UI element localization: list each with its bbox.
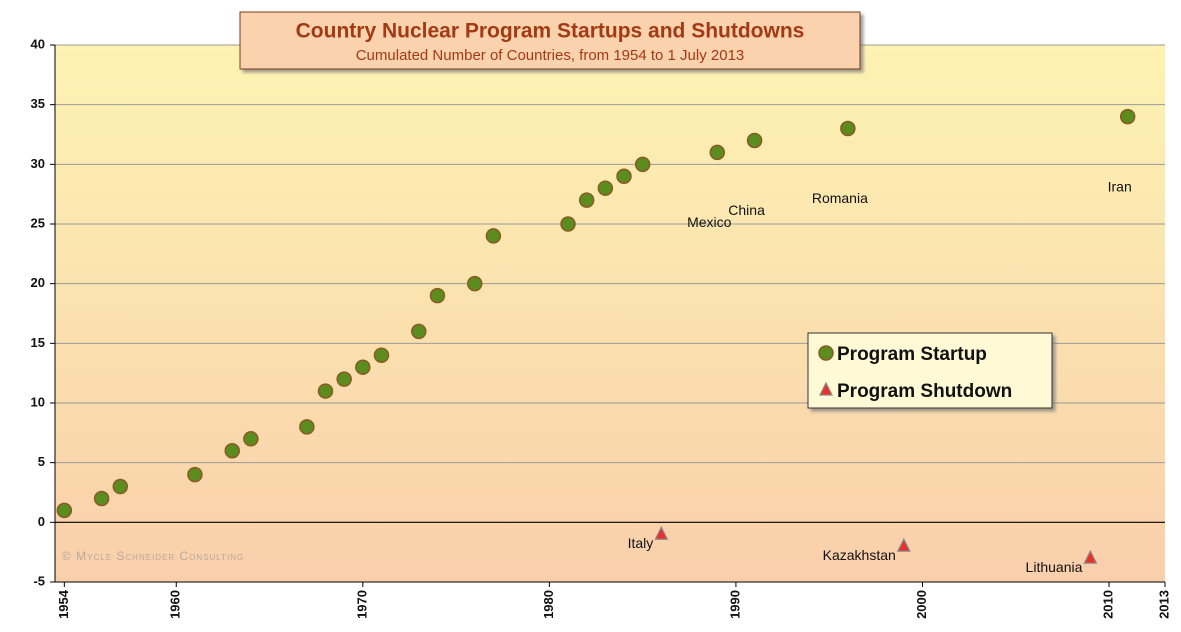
point — [317, 383, 334, 399]
point — [840, 120, 856, 137]
y-tick-label: 5 — [38, 454, 45, 469]
point — [187, 466, 203, 483]
point — [224, 442, 240, 459]
point-label: Italy — [628, 535, 654, 551]
point-label: Romania — [812, 190, 868, 206]
title-box — [239, 11, 861, 70]
x-tick-label: 2013 — [1156, 590, 1171, 619]
x-tick-label: 1980 — [541, 590, 556, 619]
y-tick-label: 40 — [31, 36, 45, 51]
legend-label: Program Shutdown — [837, 381, 1012, 402]
chart-title: Country Nuclear Program Startups and Shu… — [296, 20, 805, 43]
point — [56, 502, 73, 519]
y-tick-label: 35 — [31, 96, 45, 111]
point — [1119, 108, 1136, 125]
point — [299, 419, 315, 435]
y-tick-label: 20 — [31, 275, 45, 290]
chart-subtitle: Cumulated Number of Countries, from 1954… — [356, 47, 745, 64]
y-tick-label: 25 — [31, 215, 45, 230]
point — [466, 275, 483, 292]
point — [373, 347, 390, 364]
y-tick-label: -5 — [33, 573, 45, 588]
point — [93, 490, 110, 507]
x-tick-label: 1954 — [56, 589, 71, 619]
x-tick-label: 2000 — [914, 590, 929, 619]
triangle-point — [896, 537, 911, 552]
point-label: Lithuania — [1026, 559, 1083, 575]
point — [746, 132, 763, 149]
point — [411, 323, 427, 340]
triangle-point — [819, 381, 833, 396]
x-tick-label: 1990 — [727, 590, 742, 619]
x-tick-label: 1960 — [168, 590, 183, 619]
point-label: Kazakhstan — [823, 547, 896, 563]
point — [485, 228, 502, 244]
point — [112, 478, 129, 495]
watermark: © Mycle Schneider Consulting — [62, 549, 244, 563]
y-tick-label: 30 — [31, 156, 45, 171]
point-label: China — [728, 202, 765, 218]
x-tick-label: 1970 — [354, 590, 369, 619]
point — [336, 371, 352, 387]
point — [355, 359, 371, 375]
point — [429, 287, 446, 304]
y-tick-label: 15 — [31, 335, 45, 350]
point-label: Iran — [1108, 178, 1132, 194]
x-tick-label: 2010 — [1100, 590, 1115, 619]
point — [578, 192, 595, 208]
point-label: Mexico — [687, 214, 732, 230]
point — [560, 216, 576, 232]
y-tick-label: 10 — [31, 394, 45, 409]
legend-label: Program Startup — [837, 344, 987, 365]
point — [243, 431, 259, 447]
point — [597, 180, 614, 196]
triangle-point — [1083, 549, 1098, 564]
triangle-point — [654, 525, 669, 540]
point — [818, 345, 834, 361]
legend-box — [807, 332, 1053, 409]
point — [709, 144, 726, 161]
plot-area — [55, 45, 1165, 582]
point — [616, 168, 632, 185]
point — [634, 156, 651, 173]
y-tick-label: 0 — [38, 514, 45, 529]
